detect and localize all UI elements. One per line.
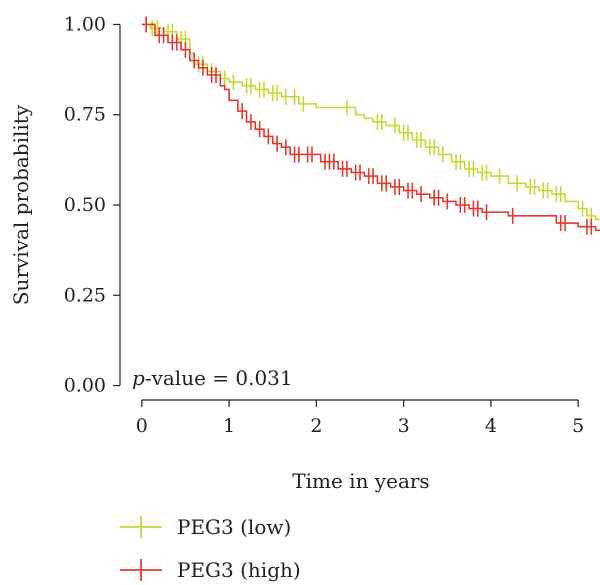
x-tick-label: 5 [572,415,584,437]
x-tick-label: 2 [310,415,322,437]
survival-curve [141,23,600,221]
x-axis-title: Time in years [292,469,429,493]
legend-marker-low [120,516,162,538]
legend-label-low: PEG3 (low) [177,515,291,539]
x-tick-label: 3 [398,415,410,437]
legend-marker-high [120,559,162,581]
legend-item-high: PEG3 (high) [120,558,301,582]
legend-label-high: PEG3 (high) [177,558,301,582]
legend: PEG3 (low) PEG3 (high) [120,515,301,582]
series-layer [141,16,600,235]
survival-curve [141,23,600,232]
x-tick-label: 0 [136,415,148,437]
y-tick-label: 0.75 [64,104,106,126]
p-value-annotation: p-value = 0.031 [132,366,293,390]
axes: 0.00 0.25 0.50 0.75 1.00 0 1 2 3 4 5 [64,13,585,437]
x-ticks: 0 1 2 3 4 5 [136,400,584,437]
x-tick-label: 1 [223,415,235,437]
y-axis-title: Survival probability [9,104,33,305]
p-value-text: -value = 0.031 [145,366,293,390]
series-high [141,16,600,235]
y-tick-label: 0.25 [64,284,106,306]
x-tick-label: 4 [485,415,497,437]
series-low [141,16,600,224]
y-tick-label: 0.00 [64,375,106,397]
y-tick-label: 0.50 [64,194,106,216]
y-tick-label: 1.00 [64,13,106,35]
legend-item-low: PEG3 (low) [120,515,291,539]
p-value-italic: p [132,366,145,390]
y-ticks: 0.00 0.25 0.50 0.75 1.00 [64,13,120,397]
